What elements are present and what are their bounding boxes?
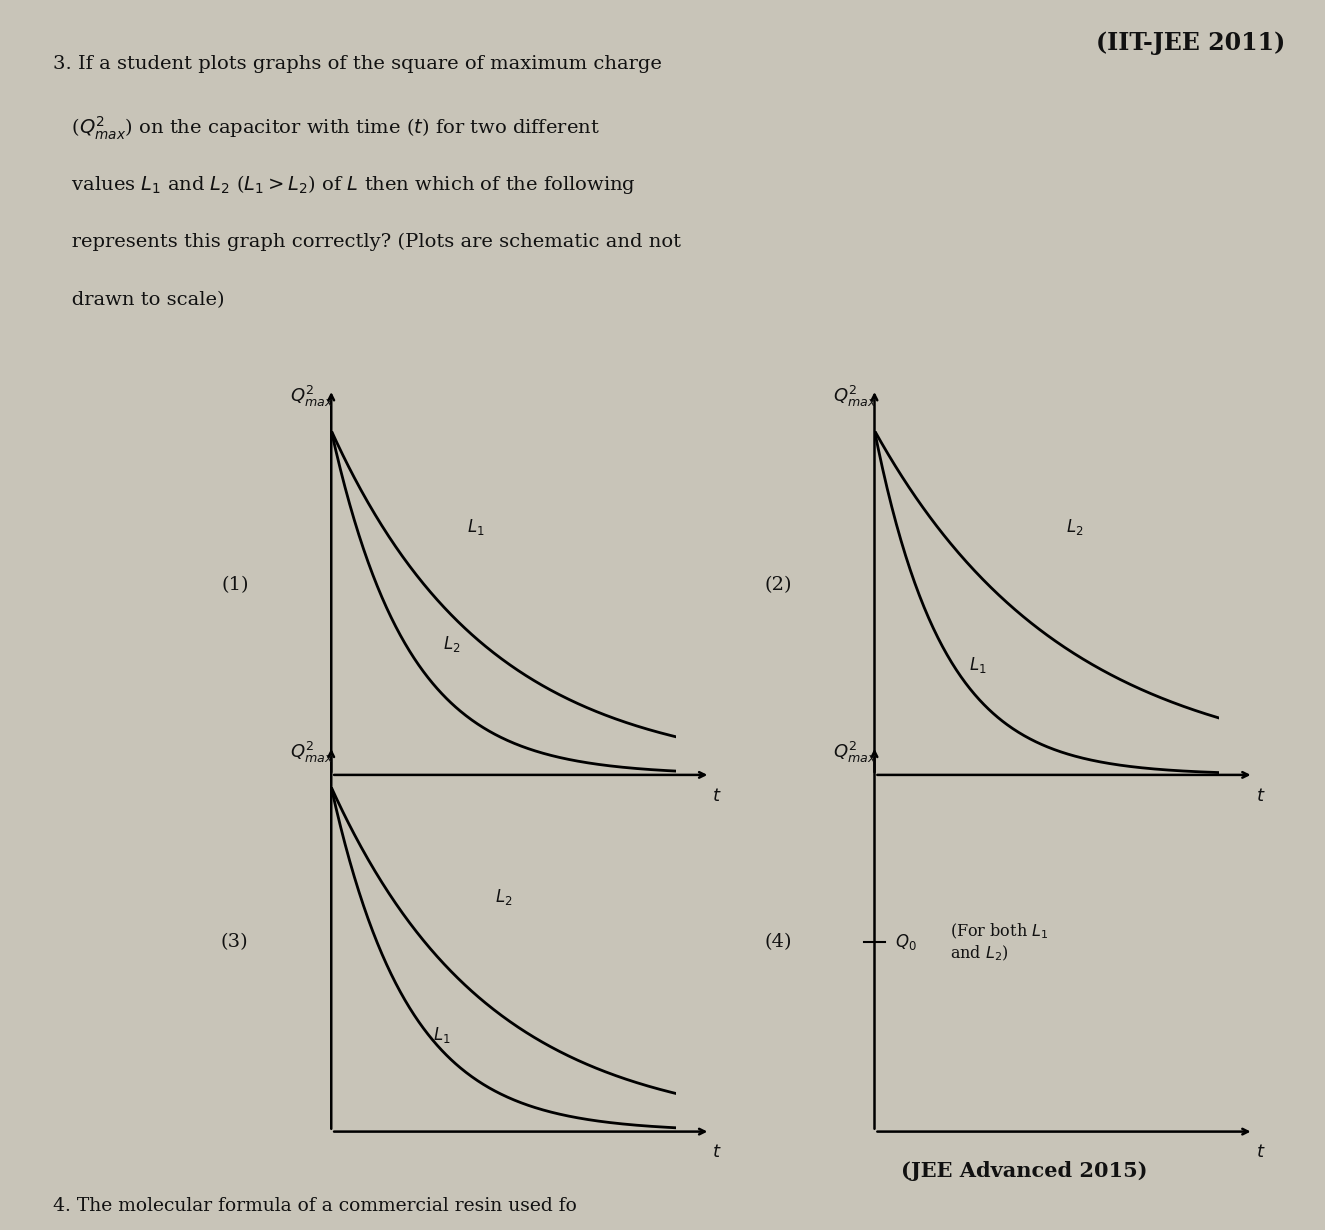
Text: (3): (3): [221, 934, 249, 951]
Text: values $L_1$ and $L_2$ ($L_1 > L_2$) of $L$ then which of the following: values $L_1$ and $L_2$ ($L_1 > L_2$) of …: [53, 173, 636, 197]
Text: $L_2$: $L_2$: [443, 633, 461, 654]
Text: (1): (1): [221, 577, 249, 594]
Text: 4. The molecular formula of a commercial resin used fo: 4. The molecular formula of a commercial…: [53, 1197, 576, 1215]
Text: $Q^2_{max}$: $Q^2_{max}$: [833, 384, 877, 408]
Text: $L_1$: $L_1$: [433, 1025, 451, 1046]
Text: $t$: $t$: [1256, 1143, 1265, 1161]
Text: $Q^2_{max}$: $Q^2_{max}$: [290, 740, 334, 765]
Text: $L_2$: $L_2$: [1065, 517, 1083, 538]
Text: (4): (4): [765, 934, 792, 951]
Text: $L_1$: $L_1$: [468, 517, 485, 538]
Text: $Q_0$: $Q_0$: [896, 932, 917, 952]
Text: (For both $L_1$
and $L_2$): (For both $L_1$ and $L_2$): [950, 921, 1048, 963]
Text: $Q^2_{max}$: $Q^2_{max}$: [833, 740, 877, 765]
Text: ($Q^2_{max}$) on the capacitor with time ($t$) for two different: ($Q^2_{max}$) on the capacitor with time…: [53, 114, 600, 141]
Text: $L_1$: $L_1$: [969, 654, 987, 675]
Text: represents this graph correctly? (Plots are schematic and not: represents this graph correctly? (Plots …: [53, 232, 681, 251]
Text: $Q^2_{max}$: $Q^2_{max}$: [290, 384, 334, 408]
Text: $t$: $t$: [713, 786, 722, 804]
Text: (JEE Advanced 2015): (JEE Advanced 2015): [901, 1161, 1147, 1181]
Text: $t$: $t$: [1256, 786, 1265, 804]
Text: (2): (2): [765, 577, 792, 594]
Text: $t$: $t$: [713, 1143, 722, 1161]
Text: (IIT-JEE 2011): (IIT-JEE 2011): [1096, 31, 1285, 55]
Text: drawn to scale): drawn to scale): [53, 292, 224, 310]
Text: 3. If a student plots graphs of the square of maximum charge: 3. If a student plots graphs of the squa…: [53, 55, 662, 74]
Text: $L_2$: $L_2$: [494, 887, 513, 908]
